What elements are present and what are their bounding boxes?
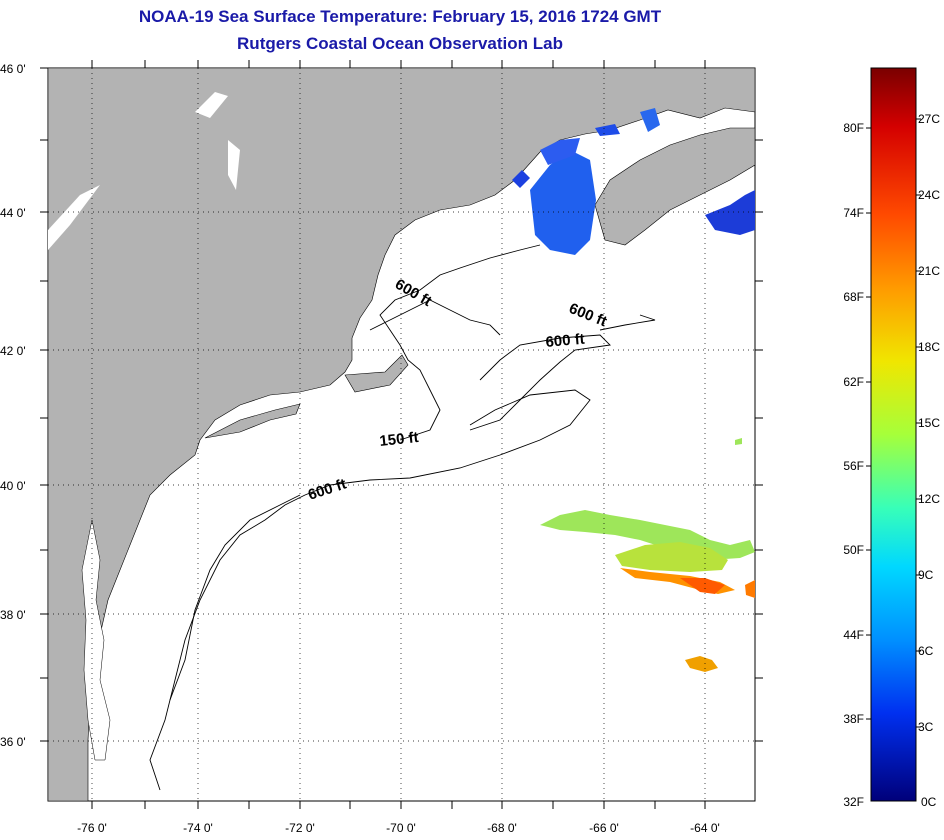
- colorbar-f-label: 38F: [843, 712, 864, 726]
- lon-label: -64 0': [690, 821, 720, 835]
- lat-label: 44 0': [0, 206, 26, 220]
- colorbar-c-label: 0C: [921, 795, 937, 809]
- lake: [228, 140, 240, 190]
- colorbar-f-label: 50F: [843, 543, 864, 557]
- lat-label: 42 0': [0, 344, 26, 358]
- lon-label: -72 0': [285, 821, 315, 835]
- colorbar-f-label: 74F: [843, 206, 864, 220]
- contour-label: 600 ft: [545, 331, 586, 351]
- lake: [48, 185, 100, 250]
- contour-label: 150 ft: [379, 429, 420, 450]
- lat-label: 46 0': [0, 62, 26, 76]
- depth-contours: [149, 244, 656, 791]
- land-cape-cod: [344, 354, 409, 393]
- colorbar-c-label: 18C: [918, 340, 940, 354]
- map-subtitle: Rutgers Coastal Ocean Observation Lab: [237, 34, 563, 53]
- colorbar-c-label: 12C: [918, 492, 940, 506]
- land-nova-scotia: [594, 127, 755, 246]
- graticule: [48, 68, 755, 801]
- colorbar-f-label: 56F: [843, 459, 864, 473]
- lake: [195, 92, 228, 118]
- colorbar-c-label: 21C: [918, 264, 940, 278]
- map-title: NOAA-19 Sea Surface Temperature: Februar…: [138, 7, 662, 26]
- colorbar-f-label: 80F: [843, 121, 864, 135]
- lon-label: -76 0': [77, 821, 107, 835]
- colorbar-c-label: 3C: [918, 720, 934, 734]
- temperature-colorbar: [870, 67, 917, 802]
- colorbar-c-label: 24C: [918, 188, 940, 202]
- lon-label: -68 0': [487, 821, 517, 835]
- colorbar-f-label: 44F: [843, 628, 864, 642]
- lon-label: -70 0': [386, 821, 416, 835]
- lon-label: -66 0': [589, 821, 619, 835]
- colorbar-c-label: 27C: [918, 112, 940, 126]
- frame-ticks: [40, 60, 763, 809]
- sst-warm-patches: [540, 438, 755, 672]
- lat-label: 38 0': [0, 608, 26, 622]
- sst-cold-patches: [512, 108, 755, 255]
- colorbar-c-label: 15C: [918, 416, 940, 430]
- lat-label: 36 0': [0, 735, 26, 749]
- land-long-island: [204, 403, 301, 439]
- lat-label: 40 0': [0, 479, 26, 493]
- colorbar-c-label: 6C: [918, 644, 934, 658]
- colorbar-f-label: 68F: [843, 290, 864, 304]
- colorbar-ticks: [866, 118, 921, 728]
- lon-label: -74 0': [183, 821, 213, 835]
- colorbar-c-label: 9C: [918, 568, 934, 582]
- colorbar-f-label: 32F: [843, 795, 864, 809]
- colorbar-f-label: 62F: [843, 375, 864, 389]
- chesapeake-bay: [81, 519, 111, 761]
